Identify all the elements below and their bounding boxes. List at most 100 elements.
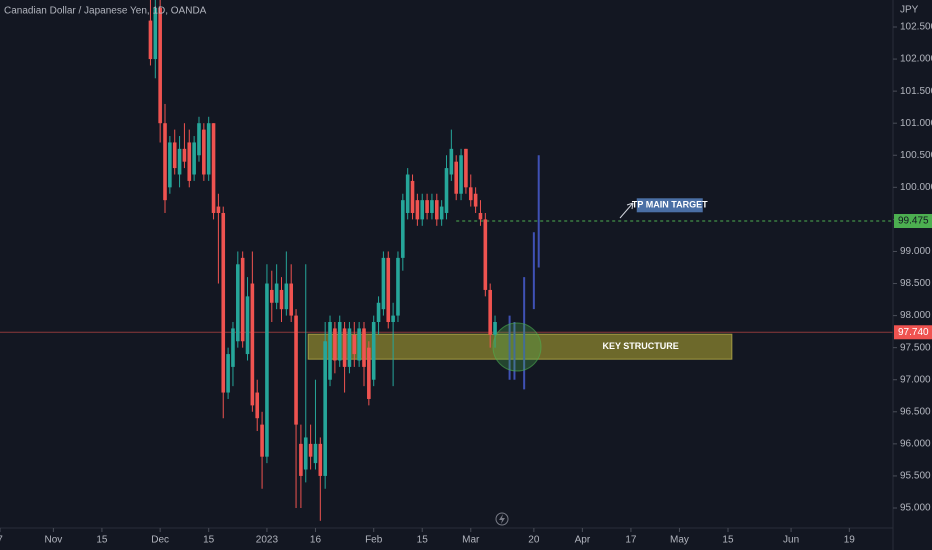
candle-body	[240, 257, 245, 342]
x-tick-label: 15	[417, 535, 429, 546]
candle-body	[294, 315, 298, 425]
candle-body	[396, 257, 400, 316]
candle-body	[211, 123, 216, 213]
x-tick-label: Nov	[44, 535, 62, 546]
candle-body	[202, 129, 206, 175]
candle-body	[187, 142, 192, 181]
key-structure-zone	[307, 333, 733, 360]
candle-body	[337, 322, 342, 361]
candle-body	[236, 264, 240, 342]
y-tick-label: 98.000	[900, 310, 931, 321]
candle-body	[308, 443, 313, 457]
candle-body	[255, 392, 260, 419]
y-tick-label: 97.000	[900, 374, 931, 385]
candle-body	[299, 443, 303, 476]
candle-body	[172, 142, 177, 169]
x-tick-label: 19	[844, 535, 856, 546]
target-price-label: 99.475	[898, 216, 929, 227]
candle-body	[362, 328, 366, 367]
candle-body	[250, 283, 255, 406]
candle-body	[386, 257, 391, 323]
candle-body	[226, 354, 230, 393]
target-label: TP MAIN TARGET	[632, 200, 708, 210]
candle-body	[493, 322, 497, 335]
highlight-circle	[492, 322, 542, 372]
candle-body	[168, 142, 172, 188]
candle-body	[216, 206, 221, 213]
candle-body	[260, 424, 264, 457]
candle-body	[381, 257, 386, 310]
y-tick-label: 100.000	[900, 182, 932, 193]
y-tick-label: 95.000	[900, 503, 931, 514]
candle-body	[206, 123, 211, 175]
candle-body	[371, 322, 376, 380]
candle-body	[245, 296, 250, 355]
candle-body	[265, 283, 269, 457]
y-tick-label: 100.500	[900, 150, 932, 161]
candle-body	[444, 168, 449, 213]
candle-body	[333, 328, 337, 361]
candle-body	[434, 200, 439, 220]
axis-unit: JPY	[900, 5, 919, 16]
x-tick-label: Jun	[783, 535, 799, 546]
y-tick-label: 96.500	[900, 406, 931, 417]
y-tick-label: 101.000	[900, 118, 932, 129]
x-tick-label: 15	[722, 535, 734, 546]
candle-body	[289, 283, 293, 316]
candle-body	[425, 200, 429, 213]
x-tick-label: 2023	[256, 535, 279, 546]
candle-body	[352, 334, 357, 355]
chart-title: Canadian Dollar / Japanese Yen, 1D, OAND…	[4, 6, 207, 17]
candle-body	[454, 161, 459, 194]
candle-body	[478, 212, 483, 220]
candle-body	[148, 20, 153, 60]
candle-body	[367, 347, 371, 399]
target-price-tag	[894, 213, 932, 228]
candle-body	[376, 302, 381, 323]
candle-body	[357, 328, 361, 361]
x-tick-label: 16	[310, 535, 322, 546]
y-tick-label: 101.500	[900, 86, 932, 97]
candle-body	[221, 212, 226, 393]
candle-body	[328, 322, 332, 380]
candle-body	[401, 200, 405, 258]
current-price-label: 97.740	[898, 327, 929, 338]
zone-label: KEY STRUCTURE	[602, 341, 678, 351]
candle-body	[158, 7, 162, 124]
candle-body	[473, 193, 478, 207]
candle-body	[153, 7, 158, 60]
candle-body	[439, 206, 444, 220]
candle-body	[488, 289, 492, 335]
candle-body	[342, 328, 347, 367]
y-tick-label: 99.000	[900, 246, 931, 257]
candle-body	[284, 283, 289, 310]
x-tick-label: Feb	[365, 535, 383, 546]
candle-body	[405, 174, 410, 213]
current-price-tag	[894, 325, 932, 340]
candle-body	[182, 148, 187, 162]
x-tick-label: 20	[528, 535, 540, 546]
candle-body	[459, 155, 463, 194]
candle-body	[192, 142, 196, 175]
candle-body	[323, 341, 327, 476]
target-arrow	[619, 202, 634, 219]
y-tick-label: 98.500	[900, 278, 931, 289]
candle-body	[313, 443, 318, 464]
candle-body	[269, 289, 274, 303]
candle-body	[318, 443, 323, 476]
x-tick-label: Mar	[462, 535, 480, 546]
x-tick-label: 15	[203, 535, 215, 546]
x-tick-label: 17	[625, 535, 637, 546]
y-tick-label: 95.500	[900, 471, 931, 482]
x-tick-label: Apr	[575, 535, 591, 546]
candle-body	[410, 180, 415, 213]
candle-body	[391, 315, 395, 323]
candle-body	[430, 200, 434, 213]
target-label-box	[636, 198, 703, 213]
candle-body	[177, 148, 182, 175]
lightning-icon	[495, 512, 509, 526]
candle-body	[197, 123, 201, 156]
